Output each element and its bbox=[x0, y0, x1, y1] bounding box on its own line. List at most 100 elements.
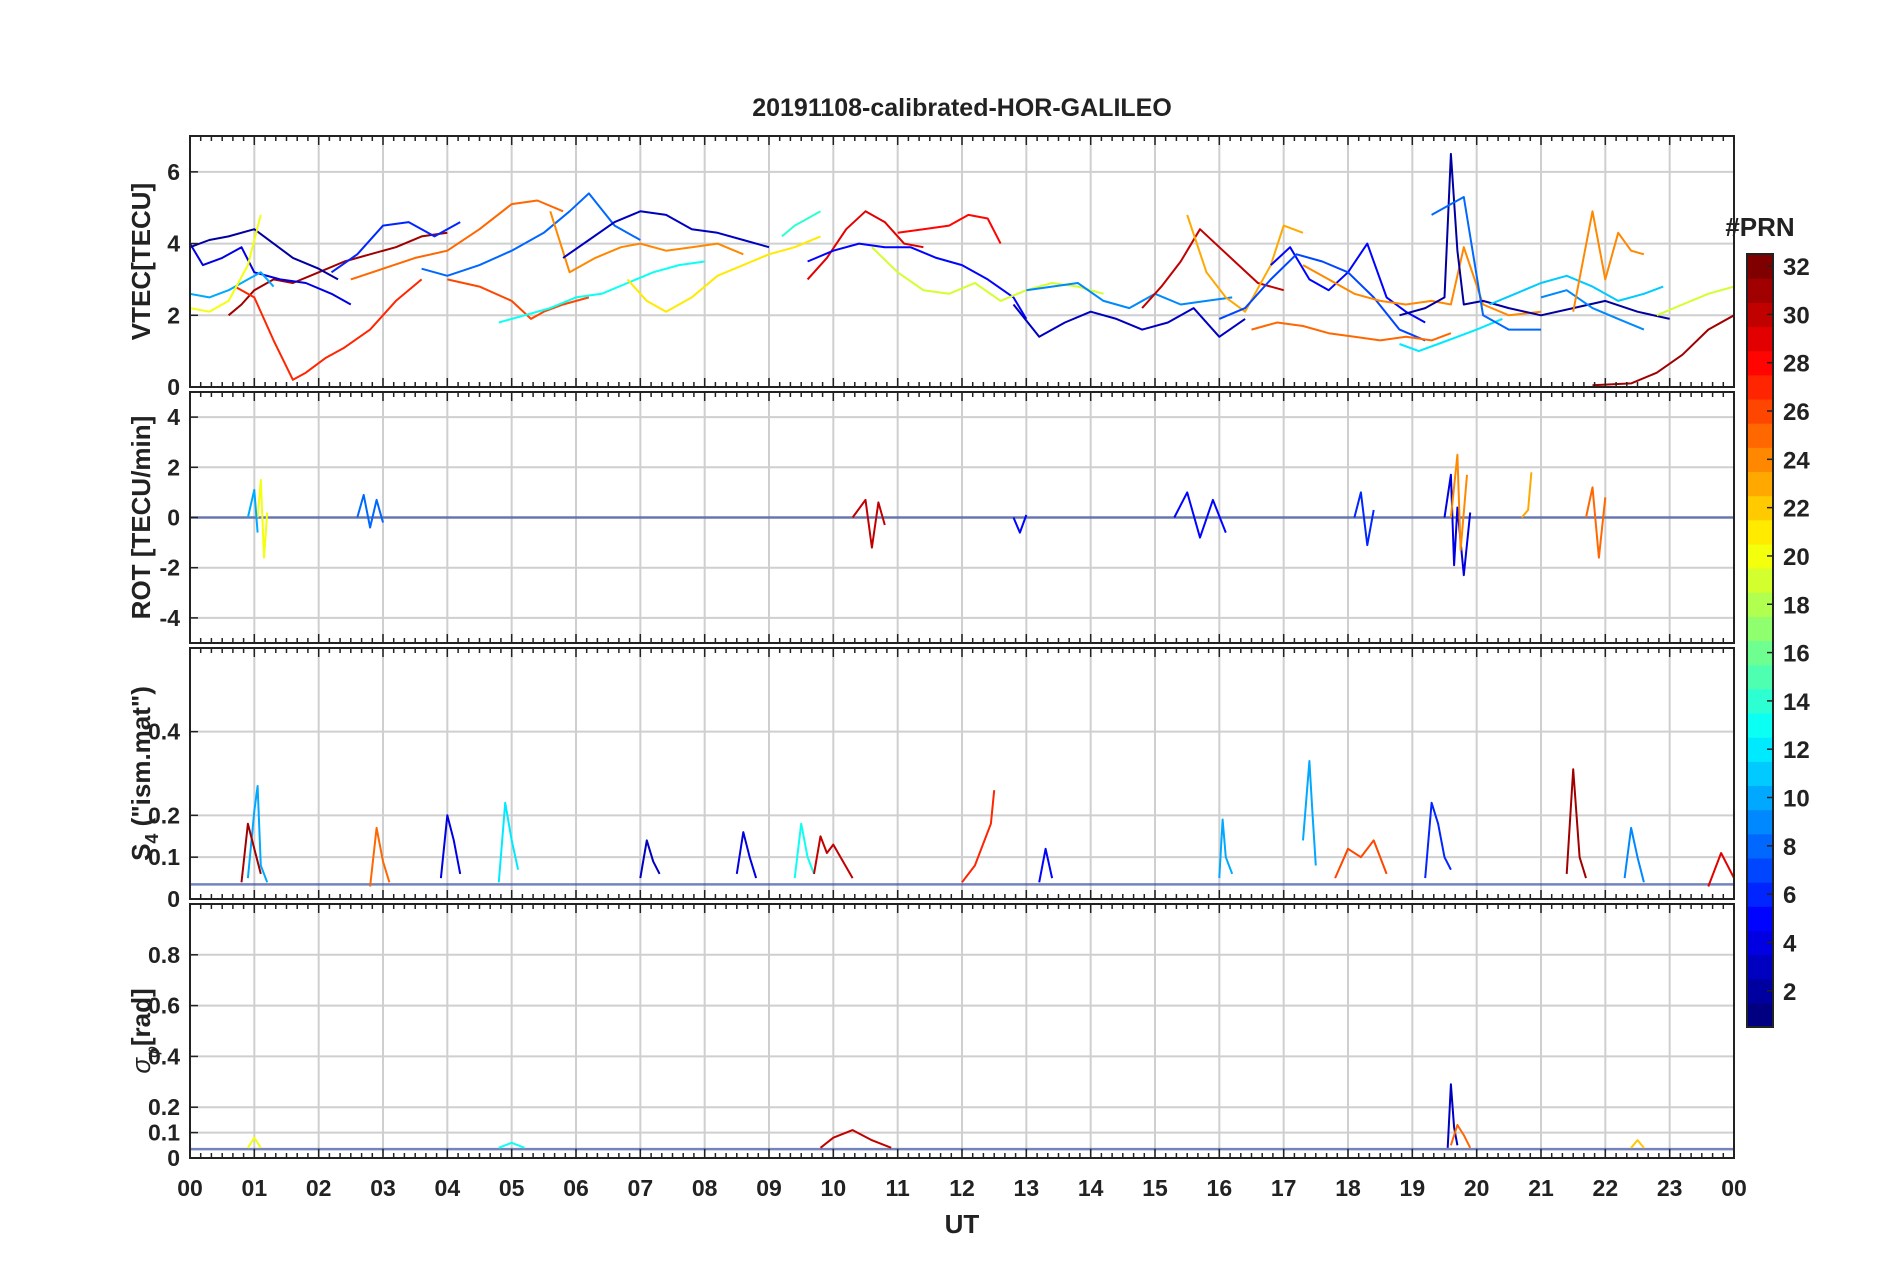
colorbar-tick-label: 30 bbox=[1783, 302, 1810, 329]
x-tick-label: 13 bbox=[1014, 1175, 1040, 1201]
y-tick-label: 0 bbox=[167, 886, 180, 912]
axis-frame bbox=[189, 135, 1735, 388]
x-tick-label: 01 bbox=[242, 1175, 268, 1201]
y-tick-label: 0.1 bbox=[148, 1120, 180, 1146]
series-prn-26 bbox=[447, 278, 590, 320]
y-tick-label: 0.2 bbox=[148, 802, 180, 828]
series-prn-24 bbox=[549, 210, 744, 274]
x-tick-label: 06 bbox=[563, 1175, 589, 1201]
colorbar-tick-label: 28 bbox=[1783, 351, 1810, 378]
series-prn-12 bbox=[1399, 317, 1503, 353]
x-tick-label: 08 bbox=[692, 1175, 718, 1201]
series-prn-3 bbox=[1012, 303, 1246, 338]
colorbar-segment bbox=[1747, 374, 1773, 400]
colorbar-segment bbox=[1747, 1002, 1773, 1028]
y-tick-label: -4 bbox=[160, 605, 181, 631]
series-prn-25 bbox=[1449, 1124, 1472, 1149]
x-axis-label: UT bbox=[945, 1209, 980, 1239]
series-prn-25 bbox=[1585, 486, 1607, 559]
y-axis-label-main: S bbox=[126, 844, 156, 861]
series-prn-31 bbox=[240, 822, 262, 883]
y-tick-label: 0.2 bbox=[148, 1094, 180, 1120]
colorbar-tick-label: 16 bbox=[1783, 641, 1810, 668]
series-group bbox=[190, 760, 1734, 887]
colorbar-frame bbox=[1746, 253, 1774, 1028]
series-prn-12 bbox=[497, 801, 520, 883]
series-prn-4 bbox=[735, 831, 758, 879]
x-tick-label: 15 bbox=[1142, 1175, 1168, 1201]
colorbar-segment bbox=[1747, 519, 1773, 545]
y-tick-label: 4 bbox=[167, 231, 180, 257]
x-tick-label: 04 bbox=[435, 1175, 461, 1201]
colorbar-segment bbox=[1747, 712, 1773, 738]
y-axis-label-main: σ bbox=[126, 1057, 156, 1074]
y-tick-label: 0.1 bbox=[148, 844, 180, 870]
series-prn-19 bbox=[1656, 285, 1734, 317]
y-axis-label-rest: [rad] bbox=[126, 988, 156, 1046]
series-prn-9 bbox=[1623, 826, 1645, 883]
x-tick-label: 14 bbox=[1078, 1175, 1104, 1201]
colorbar-tick-label: 26 bbox=[1783, 399, 1810, 426]
series-group bbox=[190, 453, 1734, 577]
series-prn-13 bbox=[793, 822, 815, 879]
series-prn-3 bbox=[1446, 1083, 1459, 1148]
series-prn-25 bbox=[1251, 321, 1452, 342]
colorbar-tick-label: 8 bbox=[1783, 834, 1796, 861]
series-prn-4 bbox=[439, 814, 462, 879]
series-prn-30 bbox=[1141, 228, 1284, 309]
colorbar-tick-label: 12 bbox=[1783, 737, 1810, 764]
x-tick-label: 07 bbox=[628, 1175, 654, 1201]
y-tick-label: -2 bbox=[160, 555, 180, 581]
x-tick-label: 23 bbox=[1657, 1175, 1683, 1201]
series-prn-24 bbox=[1302, 246, 1542, 317]
series-prn-22 bbox=[1630, 1139, 1645, 1149]
series-prn-4 bbox=[1443, 473, 1472, 577]
y-tick-label: 0 bbox=[167, 1145, 180, 1171]
y-tick-label: 0 bbox=[167, 505, 180, 531]
series-prn-21 bbox=[626, 235, 821, 313]
colorbar-segment bbox=[1747, 809, 1773, 835]
axis-frame bbox=[189, 647, 1735, 900]
x-tick-label: 10 bbox=[821, 1175, 847, 1201]
series-prn-6 bbox=[1353, 491, 1375, 547]
series-prn-30 bbox=[819, 1129, 892, 1149]
x-tick-label: 21 bbox=[1528, 1175, 1554, 1201]
series-prn-5 bbox=[1012, 514, 1028, 534]
y-tick-label: 6 bbox=[167, 159, 180, 185]
series-prn-10 bbox=[246, 785, 269, 883]
y-tick-label: 2 bbox=[167, 454, 180, 480]
y-axis-label: σφ[rad] bbox=[126, 988, 162, 1073]
series-prn-6 bbox=[1424, 801, 1452, 879]
colorbar-tick-label: 6 bbox=[1783, 882, 1796, 909]
series-prn-8 bbox=[1431, 196, 1541, 331]
x-tick-label: 22 bbox=[1593, 1175, 1619, 1201]
panel-vtec: 0 2 4 6 VTEC[TECU] bbox=[126, 135, 1735, 400]
y-tick-label: 0.4 bbox=[148, 1043, 180, 1069]
series-prn-27 bbox=[961, 790, 996, 883]
x-tick-labels: 00 01 02 03 04 05 06 07 08 09 10 11 12 13 14 15 16 17 18 19… bbox=[177, 1175, 1747, 1201]
axis-frame bbox=[189, 903, 1735, 1159]
y-tick-label: 4 bbox=[167, 404, 180, 430]
x-tick-label: 02 bbox=[306, 1175, 332, 1201]
colorbar-tick-label: 4 bbox=[1783, 930, 1797, 957]
series-prn-4 bbox=[190, 243, 352, 306]
x-tick-label: 17 bbox=[1271, 1175, 1297, 1201]
colorbar-segment bbox=[1747, 471, 1773, 497]
colorbar-segment bbox=[1747, 616, 1773, 642]
series-prn-13 bbox=[498, 1141, 525, 1149]
series-prn-9 bbox=[1026, 282, 1233, 310]
x-tick-label: 11 bbox=[886, 1175, 911, 1201]
colorbar-segment bbox=[1747, 954, 1773, 980]
series-prn-23 bbox=[1186, 214, 1304, 313]
series-prn-10 bbox=[1218, 818, 1234, 879]
series-prn-14 bbox=[781, 210, 821, 238]
series-group bbox=[190, 152, 1734, 387]
series-prn-31 bbox=[1565, 768, 1587, 879]
series-prn-30 bbox=[851, 498, 886, 549]
series-prn-26 bbox=[1334, 839, 1388, 879]
colorbar-tick-label: 18 bbox=[1783, 592, 1810, 619]
y-tick-label: 0 bbox=[167, 374, 180, 400]
colorbar-segment bbox=[1747, 423, 1773, 448]
series-prn-8 bbox=[356, 493, 384, 529]
